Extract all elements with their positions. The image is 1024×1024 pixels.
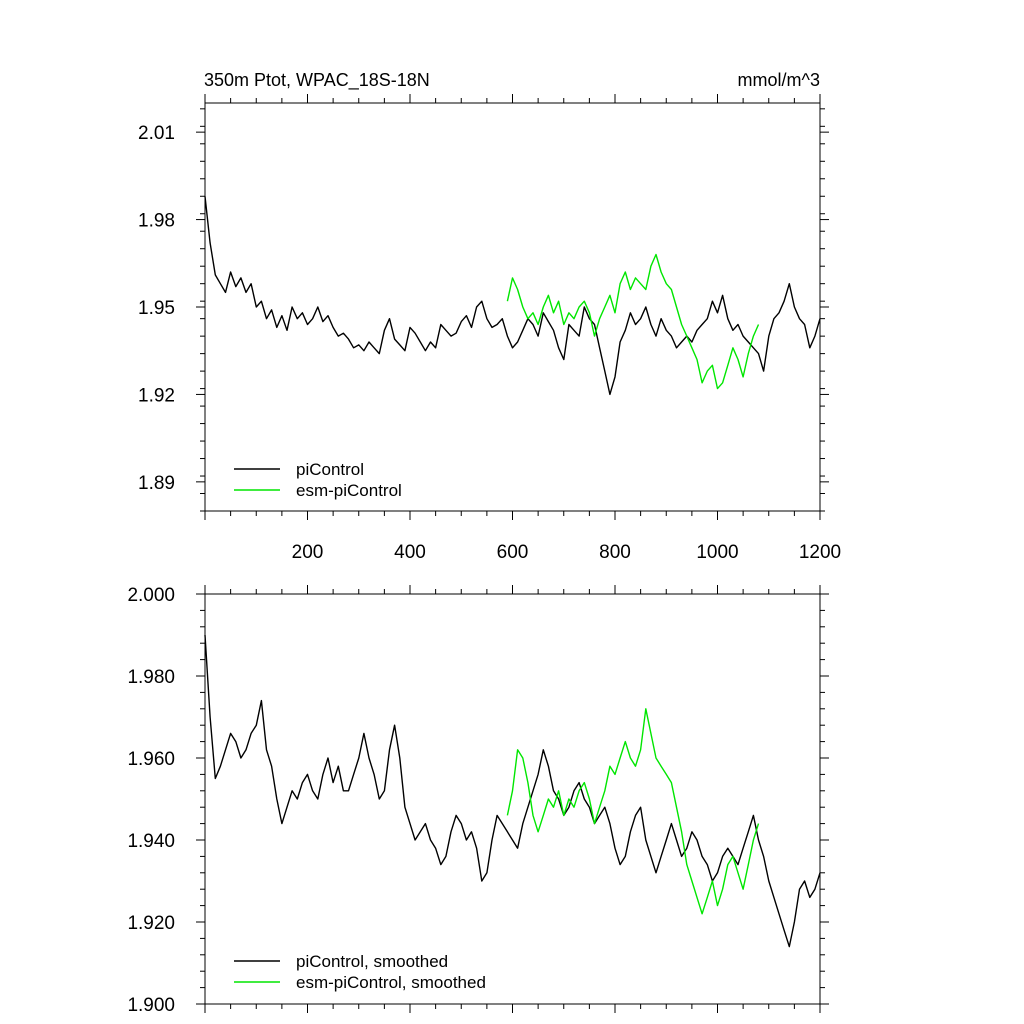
y-tick-label: 1.95 (138, 298, 175, 319)
plot-frame (204, 102, 821, 512)
y-tick-label: 1.98 (138, 211, 175, 232)
y-tick-label: 1.940 (127, 831, 175, 852)
x-tick-label: 1000 (696, 542, 738, 563)
y-tick-label: 2.000 (127, 585, 175, 606)
legend: piControl esm-piControl (234, 460, 402, 500)
y-tick-label: 1.980 (127, 667, 175, 688)
legend-label-esm: esm-piControl (296, 481, 402, 500)
series-lines (204, 196, 821, 396)
x-tick-label: 800 (599, 542, 631, 563)
panel-bottom: 1.900 1.920 1.940 1.960 1.980 2.000 piControl… (127, 585, 829, 1016)
y-tick-label: 1.920 (127, 913, 175, 934)
series-line-esm-picontrol-smoothed (506, 708, 760, 915)
axis-ticks: 1.900 1.920 1.940 1.960 1.980 2.000 (127, 585, 829, 1016)
x-tick-label: 400 (394, 542, 426, 563)
y-tick-label: 1.92 (138, 385, 175, 406)
y-tick-label: 2.01 (138, 123, 175, 144)
series-line-picontrol-smoothed (204, 634, 821, 948)
panel-top: 350m Ptot, WPAC_18S-18N mmol/m^3 1.89 1.9… (138, 70, 841, 563)
legend: piControl, smoothed esm-piControl, smoot… (234, 952, 486, 992)
units-label: mmol/m^3 (738, 70, 820, 90)
legend-label-esm-smoothed: esm-piControl, smoothed (296, 973, 486, 992)
axis-ticks: 1.89 1.92 1.95 1.98 2.01 200 400 600 800 1000 1200 (138, 94, 841, 563)
series-line-picontrol (204, 196, 821, 396)
x-tick-label: 1200 (799, 542, 841, 563)
series-lines (204, 634, 821, 948)
x-tick-label: 600 (497, 542, 529, 563)
y-tick-label: 1.960 (127, 749, 175, 770)
legend-label-picontrol: piControl (296, 460, 364, 479)
series-line-esm-picontrol (506, 253, 760, 390)
y-tick-label: 1.89 (138, 473, 175, 494)
legend-label-picontrol-smoothed: piControl, smoothed (296, 952, 448, 971)
chart-title: 350m Ptot, WPAC_18S-18N (204, 70, 430, 91)
y-tick-label: 1.900 (127, 995, 175, 1016)
x-tick-label: 200 (292, 542, 324, 563)
